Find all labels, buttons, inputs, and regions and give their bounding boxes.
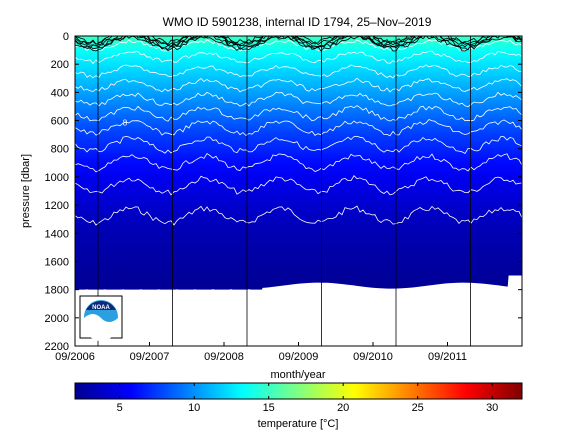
noaa-logo-top (86, 301, 116, 310)
plot-area: 8 (75, 36, 522, 346)
contour-line (75, 153, 522, 173)
colorbar-gradient (74, 382, 523, 400)
contour-line (75, 91, 522, 108)
y-tick-label: 600 (51, 116, 69, 128)
contour-line (75, 64, 522, 79)
y-axis: 0 200 400 600 800 1000 1200 1400 1600 1800 2000 220… (45, 31, 522, 353)
noaa-logo-text: NOAA (92, 305, 110, 311)
y-tick-label: 0 (63, 31, 69, 43)
ocean-fill (75, 36, 522, 290)
colorbar-tick-label: 5 (117, 402, 123, 414)
y-tick-label: 200 (51, 59, 69, 71)
x-tick-label: 09/2009 (279, 351, 319, 363)
colorbar: 5 10 15 20 25 30 temperature [°C] (74, 382, 523, 430)
y-axis-label: pressure [dbar] (20, 154, 32, 228)
x-tick-label: 09/2008 (204, 351, 244, 363)
y-tick-label: 1000 (45, 172, 69, 184)
x-tick-label: 09/2007 (130, 351, 170, 363)
noaa-logo: NOAA (79, 295, 123, 341)
x-tick-label: 09/2010 (353, 351, 393, 363)
colorbar-ticks: 5 10 15 20 25 30 (117, 383, 498, 414)
contour-line (75, 77, 522, 93)
y-tick-label: 400 (51, 87, 69, 99)
x-axis-label: month/year (270, 369, 325, 381)
noaa-logo-wave (84, 314, 118, 341)
data-bottom-edge (75, 275, 522, 346)
contour-label: 8 (123, 119, 128, 128)
chart-title: WMO ID 5901238, internal ID 1794, 25–Nov… (163, 15, 432, 29)
colorbar-tick-label: 25 (412, 402, 424, 414)
contour-line (75, 50, 522, 65)
y-tick-label: 1400 (45, 228, 69, 240)
y-tick-label: 1200 (45, 200, 69, 212)
x-tick-label: 09/2006 (55, 351, 95, 363)
contour-line (75, 135, 522, 155)
y-tick-label: 800 (51, 144, 69, 156)
colorbar-label: temperature [°C] (258, 418, 339, 430)
colorbar-tick-label: 15 (263, 402, 275, 414)
colorbar-tick-label: 10 (188, 402, 200, 414)
contour-line (75, 105, 522, 122)
contour-line (75, 205, 522, 226)
y-tick-label: 1600 (45, 256, 69, 268)
y-tick-label: 2000 (45, 313, 69, 325)
contour-line (75, 36, 522, 46)
x-axis: 09/2006 09/2007 09/2008 09/2009 09/2010 09/20… (55, 342, 467, 363)
contour-line (75, 36, 522, 52)
contour-line (75, 119, 522, 137)
colorbar-tick-label: 20 (337, 402, 349, 414)
contour-line (75, 36, 522, 48)
x-tick-label: 09/2011 (428, 351, 467, 363)
colorbar-tick-label: 30 (486, 402, 498, 414)
y-tick-label: 2200 (45, 341, 69, 353)
y-tick-label: 1800 (45, 285, 69, 297)
contour-line (75, 175, 522, 196)
year-markers (97, 36, 471, 346)
contours: 8 (75, 36, 522, 226)
